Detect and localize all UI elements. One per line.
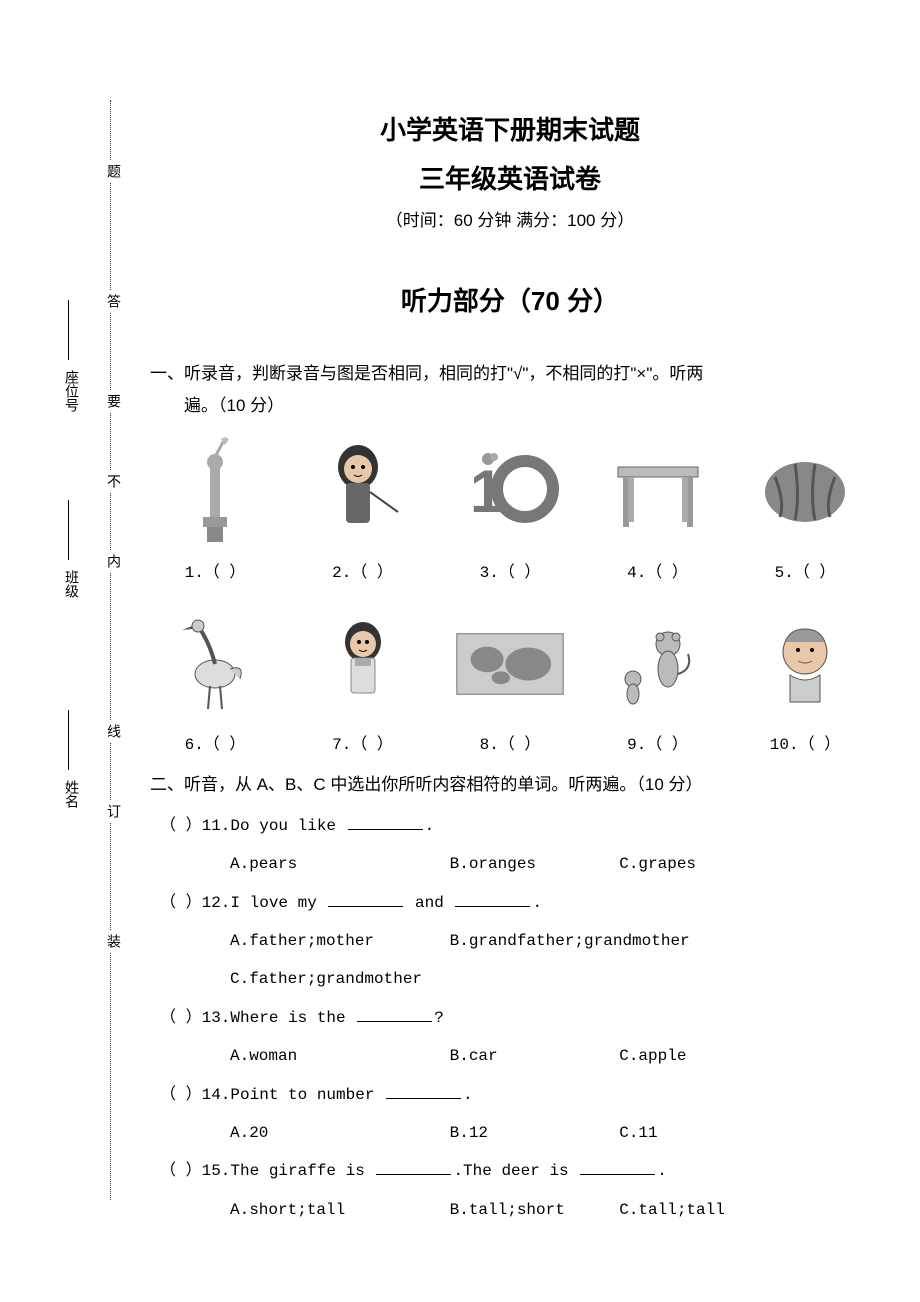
q1-header-line2: 遍。（10 分） [150, 396, 284, 415]
stem: ? [434, 1009, 444, 1027]
opt-b: B.car [450, 1037, 610, 1075]
exam-title-2: 三年级英语试卷 [150, 159, 870, 196]
binding-label: 内 [102, 550, 122, 572]
binding-label: 订 [102, 800, 122, 822]
image-world-map [455, 607, 565, 722]
opt-a: A.20 [230, 1114, 440, 1152]
opt-b: B.12 [450, 1114, 610, 1152]
exam-content: 小学英语下册期末试题 三年级英语试卷 （时间：60 分钟 满分：100 分） 听… [150, 110, 870, 1229]
blank [348, 814, 423, 830]
stem: （ ）12.I love my [160, 894, 326, 912]
stem: （ ）11.Do you like [160, 817, 346, 835]
image-statue [160, 435, 270, 550]
opt-b: B.grandfather;grandmother [450, 932, 690, 950]
opt-a: A.short;tall [230, 1191, 440, 1229]
opt-a: A.father;mother [230, 922, 440, 960]
image-desk [603, 435, 713, 550]
blank [580, 1159, 655, 1175]
image-monkeys [603, 607, 713, 722]
binding-label: 答 [102, 290, 122, 312]
image-number-ten: 1 [455, 435, 565, 550]
q1-image-row-1: 1 [150, 435, 870, 550]
opt-c: C.11 [619, 1114, 657, 1152]
binding-margin: 题 答 要 不 内 线 订 装 座位号 班级 姓名 [60, 100, 120, 1200]
opt-a: A.pears [230, 845, 440, 883]
binding-label: 要 [102, 390, 122, 412]
opt-b: B.tall;short [450, 1191, 610, 1229]
stem: （ ）13.Where is the [160, 1009, 355, 1027]
stem: . [463, 1086, 473, 1104]
binding-label: 题 [102, 160, 122, 182]
q1-num: 2.（ ） [308, 558, 418, 582]
q1-header-line1: 一、听录音，判断录音与图是否相同，相同的打"√"，不相同的打"×"。听两 [150, 364, 703, 383]
q1-number-row-2: 6.（ ） 7.（ ） 8.（ ） 9.（ ） 10.（ ） [150, 730, 870, 754]
q2-item-12-opts: A.father;mother B.grandfather;grandmothe… [150, 922, 870, 960]
section-listening-title: 听力部分（70 分） [150, 281, 870, 318]
field-line [68, 710, 69, 770]
field-line [68, 300, 69, 360]
opt-c: C.apple [619, 1037, 686, 1075]
blank [328, 891, 403, 907]
blank [455, 891, 530, 907]
field-name: 姓名 [60, 780, 80, 808]
q1-header: 一、听录音，判断录音与图是否相同，相同的打"√"，不相同的打"×"。听两 遍。（… [150, 358, 870, 423]
q1-num: 8.（ ） [455, 730, 565, 754]
stem: . [532, 894, 542, 912]
stem: （ ）15.The giraffe is [160, 1162, 374, 1180]
image-crane [160, 607, 270, 722]
binding-label: 不 [102, 470, 122, 492]
q1-num: 3.（ ） [455, 558, 565, 582]
q1-num: 4.（ ） [603, 558, 713, 582]
q1-number-row-1: 1.（ ） 2.（ ） 3.（ ） 4.（ ） 5.（ ） [150, 558, 870, 582]
binding-label: 装 [102, 930, 122, 952]
image-teacher [308, 435, 418, 550]
q1-num: 6.（ ） [160, 730, 270, 754]
q2-header: 二、听音，从 A、B、C 中选出你所听内容相符的单词。听两遍。（10 分） [150, 769, 870, 801]
stem: . [425, 817, 435, 835]
stem: （ ）14.Point to number [160, 1086, 384, 1104]
q1-num: 5.（ ） [750, 558, 860, 582]
q1-num: 9.（ ） [603, 730, 713, 754]
field-seat: 座位号 [60, 370, 80, 412]
q1-image-row-2 [150, 607, 870, 722]
stem: and [405, 894, 453, 912]
q1-num: 1.（ ） [160, 558, 270, 582]
dashed-cut-line [110, 100, 111, 1200]
exam-subtitle: （时间：60 分钟 满分：100 分） [150, 206, 870, 231]
opt-a: A.woman [230, 1037, 440, 1075]
image-grandma [750, 607, 860, 722]
stem: .The deer is [453, 1162, 578, 1180]
blank [386, 1083, 461, 1099]
q2-item-15: （ ）15.The giraffe is .The deer is . [150, 1152, 870, 1190]
q2-item-14: （ ）14.Point to number . [150, 1076, 870, 1114]
q2-item-15-opts: A.short;tall B.tall;short C.tall;tall [150, 1191, 870, 1229]
blank [357, 1006, 432, 1022]
opt-c: C.tall;tall [619, 1191, 725, 1229]
field-line [68, 500, 69, 560]
q2-item-12: （ ）12.I love my and . [150, 884, 870, 922]
image-student [308, 607, 418, 722]
q2-item-11: （ ）11.Do you like . [150, 807, 870, 845]
field-class: 班级 [60, 570, 80, 598]
q2-item-14-opts: A.20 B.12 C.11 [150, 1114, 870, 1152]
exam-title-1: 小学英语下册期末试题 [150, 110, 870, 147]
stem: . [657, 1162, 667, 1180]
blank [376, 1159, 451, 1175]
q2-item-11-opts: A.pears B.oranges C.grapes [150, 845, 870, 883]
q2-item-12-opts2: C.father;grandmother [150, 960, 870, 998]
binding-label: 线 [102, 720, 122, 742]
q2-item-13: （ ）13.Where is the ? [150, 999, 870, 1037]
opt-c: C.father;grandmother [230, 970, 422, 988]
q2-item-13-opts: A.woman B.car C.apple [150, 1037, 870, 1075]
q1-num: 7.（ ） [308, 730, 418, 754]
opt-c: C.grapes [619, 845, 696, 883]
opt-b: B.oranges [450, 845, 610, 883]
image-watermelon [750, 435, 860, 550]
q1-num: 10.（ ） [750, 730, 860, 754]
